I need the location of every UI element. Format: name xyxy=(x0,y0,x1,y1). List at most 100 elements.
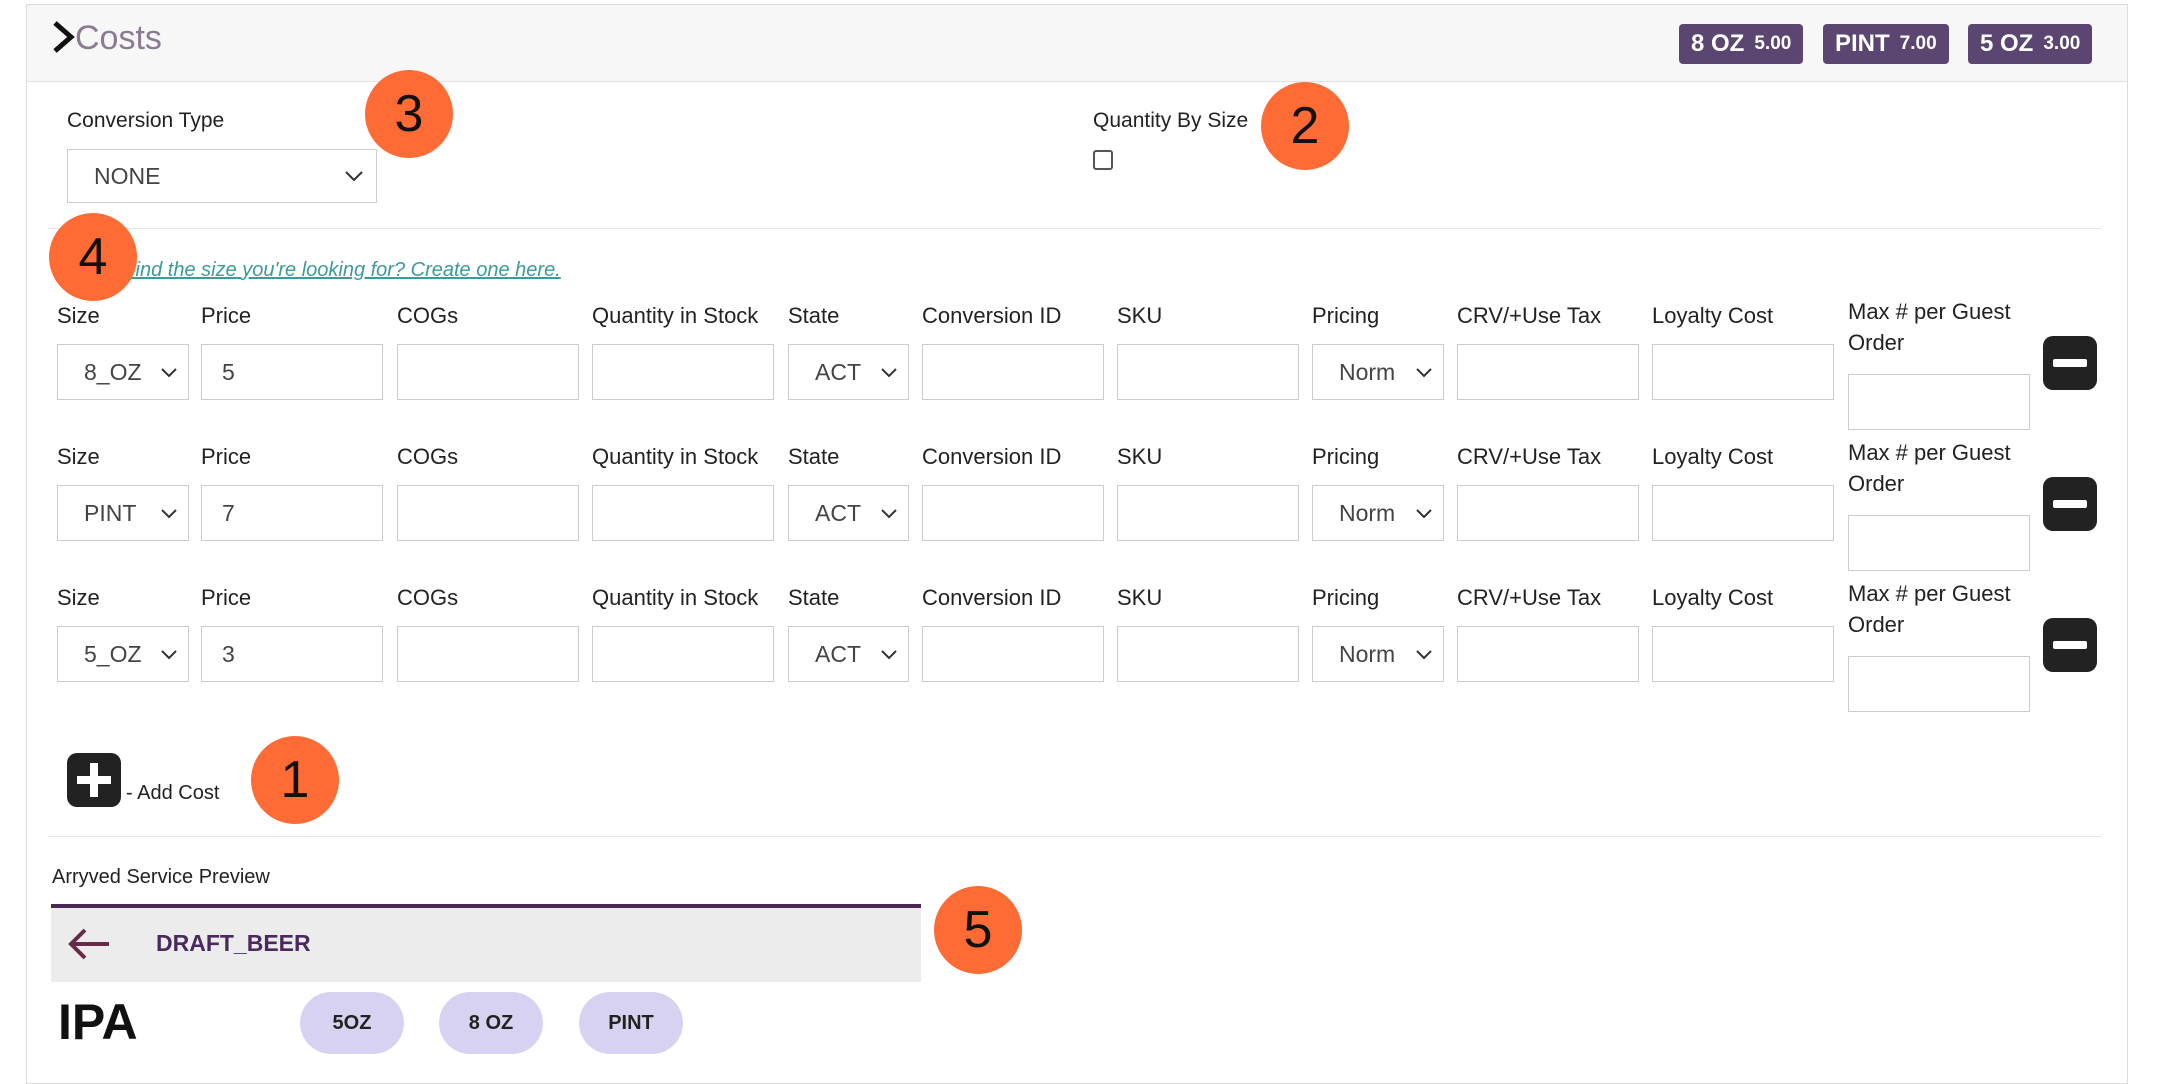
badge-size: PINT xyxy=(1835,30,1890,57)
chevron-right-icon[interactable] xyxy=(49,19,77,55)
field-label-price: Price xyxy=(201,585,252,610)
chevron-down-icon xyxy=(881,509,897,519)
field-label-state: State xyxy=(788,444,840,469)
qty-input[interactable] xyxy=(592,626,774,682)
divider xyxy=(48,836,2101,837)
max-input[interactable] xyxy=(1848,515,2030,571)
cogs-input[interactable] xyxy=(397,626,579,682)
conversion-id-input[interactable] xyxy=(922,344,1104,400)
field-label-pricing: Pricing xyxy=(1312,303,1380,328)
divider xyxy=(48,228,2101,229)
cogs-input[interactable] xyxy=(397,344,579,400)
callout-1: 1 xyxy=(251,736,339,824)
field-label-state: State xyxy=(788,585,840,610)
remove-cost-button[interactable] xyxy=(2043,618,2097,672)
conversion-id-input[interactable] xyxy=(922,626,1104,682)
add-cost-button[interactable] xyxy=(67,753,121,807)
price-badge-8oz: 8 OZ 5.00 xyxy=(1679,24,1804,64)
preview-title: Arryved Service Preview xyxy=(52,866,270,888)
price-input[interactable]: 3 xyxy=(201,626,383,682)
crv-input[interactable] xyxy=(1457,344,1639,400)
max-input[interactable] xyxy=(1848,656,2030,712)
price-input[interactable]: 5 xyxy=(201,344,383,400)
pricing-value: Norm xyxy=(1339,640,1396,667)
remove-cost-button[interactable] xyxy=(2043,477,2097,531)
conversion-type-value: NONE xyxy=(94,162,161,189)
minus-icon xyxy=(2053,500,2087,508)
pricing-select[interactable]: Norm xyxy=(1312,344,1444,400)
price-badge-pint: PINT 7.00 xyxy=(1823,24,1949,64)
state-select[interactable]: ACT xyxy=(788,626,909,682)
field-label-size: Size xyxy=(57,585,100,610)
size-select[interactable]: 5_OZ xyxy=(57,626,189,682)
sku-input[interactable] xyxy=(1117,344,1299,400)
field-label-conversion-id: Conversion ID xyxy=(922,585,1062,610)
state-select[interactable]: ACT xyxy=(788,344,909,400)
conversion-id-input[interactable] xyxy=(922,485,1104,541)
pricing-value: Norm xyxy=(1339,499,1396,526)
price-input[interactable]: 7 xyxy=(201,485,383,541)
field-label-cogs: COGs xyxy=(397,303,459,328)
costs-header[interactable]: Costs 8 OZ 5.00 PINT 7.00 5 OZ 3.00 xyxy=(27,5,2127,82)
state-select[interactable]: ACT xyxy=(788,485,909,541)
loyalty-input[interactable] xyxy=(1652,344,1834,400)
field-label-sku: SKU xyxy=(1117,444,1163,469)
chevron-down-icon xyxy=(345,171,363,182)
badge-price: 7.00 xyxy=(1899,33,1937,54)
field-label-price: Price xyxy=(201,303,252,328)
back-arrow-icon[interactable] xyxy=(65,926,111,962)
remove-cost-button[interactable] xyxy=(2043,336,2097,390)
conversion-type-select[interactable]: NONE xyxy=(67,149,377,203)
price-value: 3 xyxy=(222,640,235,667)
add-cost-label: - Add Cost xyxy=(126,782,220,804)
field-label-price: Price xyxy=(201,444,252,469)
cogs-input[interactable] xyxy=(397,485,579,541)
sku-input[interactable] xyxy=(1117,626,1299,682)
pricing-select[interactable]: Norm xyxy=(1312,485,1444,541)
max-input[interactable] xyxy=(1848,374,2030,430)
field-label-size: Size xyxy=(57,444,100,469)
pricing-select[interactable]: Norm xyxy=(1312,626,1444,682)
field-label-crv: CRV/+Use Tax xyxy=(1457,585,1602,610)
field-label-pricing: Pricing xyxy=(1312,444,1380,469)
conversion-type-label: Conversion Type xyxy=(67,109,225,132)
chevron-down-icon xyxy=(881,368,897,378)
callout-5: 5 xyxy=(934,886,1022,974)
loyalty-input[interactable] xyxy=(1652,485,1834,541)
plus-icon-vertical xyxy=(90,763,98,797)
field-label-sku: SKU xyxy=(1117,303,1163,328)
qty-input[interactable] xyxy=(592,344,774,400)
sku-input[interactable] xyxy=(1117,485,1299,541)
field-label-conversion-id: Conversion ID xyxy=(922,444,1062,469)
field-label-qty: Quantity in Stock xyxy=(592,585,759,610)
size-pill-pint[interactable]: PINT xyxy=(579,992,683,1054)
chevron-down-icon xyxy=(1416,368,1432,378)
loyalty-input[interactable] xyxy=(1652,626,1834,682)
badge-price: 3.00 xyxy=(2043,33,2081,54)
field-label-loyalty: Loyalty Cost xyxy=(1652,303,1774,328)
size-pill-5oz[interactable]: 5OZ xyxy=(300,992,404,1054)
size-pill-8oz[interactable]: 8 OZ xyxy=(439,992,543,1054)
field-label-loyalty: Loyalty Cost xyxy=(1652,585,1774,610)
size-select[interactable]: 8_OZ xyxy=(57,344,189,400)
field-label-state: State xyxy=(788,303,840,328)
preview-header: DRAFT_BEER xyxy=(51,904,921,982)
crv-input[interactable] xyxy=(1457,626,1639,682)
field-label-crv: CRV/+Use Tax xyxy=(1457,303,1602,328)
quantity-by-size-checkbox[interactable] xyxy=(1093,150,1113,170)
callout-3: 3 xyxy=(365,70,453,158)
price-value: 7 xyxy=(222,499,235,526)
field-label-conversion-id: Conversion ID xyxy=(922,303,1062,328)
size-value: 8_OZ xyxy=(84,358,142,385)
size-select[interactable]: PINT xyxy=(57,485,189,541)
field-label-cogs: COGs xyxy=(397,444,459,469)
state-value: ACT xyxy=(815,499,861,526)
crv-input[interactable] xyxy=(1457,485,1639,541)
chevron-down-icon xyxy=(161,509,177,519)
field-label-pricing: Pricing xyxy=(1312,585,1380,610)
minus-icon xyxy=(2053,641,2087,649)
field-label-max: Max # per Guest Order xyxy=(1848,440,2011,496)
qty-input[interactable] xyxy=(592,485,774,541)
create-size-link[interactable]: find the size you're looking for? Create… xyxy=(130,259,561,281)
field-label-qty: Quantity in Stock xyxy=(592,444,759,469)
